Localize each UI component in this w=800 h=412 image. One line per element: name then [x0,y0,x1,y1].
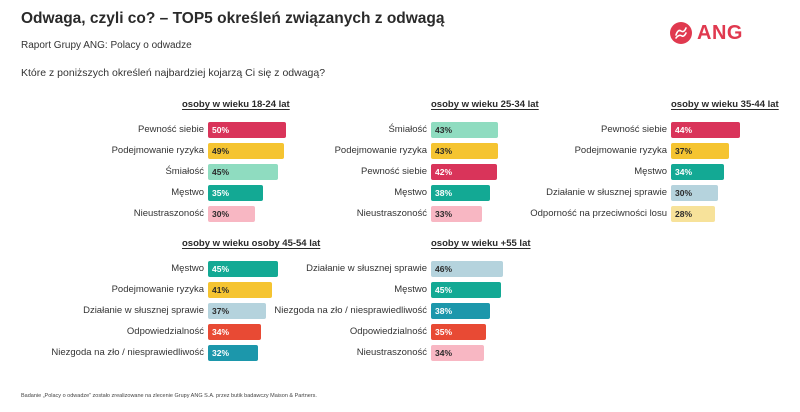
ang-logo-icon [670,22,692,44]
bar-value-label: 45% [212,264,230,274]
footnote: Badanie „Polacy o odwadze” zostało zreal… [21,393,317,399]
bar-value-label: 44% [675,125,693,135]
bar: 45% [431,282,502,298]
category-label: Podejmowanie ryzyka [111,284,204,295]
bar: 32% [208,345,258,361]
category-label: Odpowiedzialność [349,326,427,337]
bar: 30% [671,185,718,201]
bar: 38% [431,185,491,201]
category-label: Odpowiedzialność [126,326,204,337]
bar-value-label: 34% [435,348,453,358]
category-label: Podejmowanie ryzyka [111,145,204,156]
category-label: Niezgoda na zło / niesprawiedliwość [274,305,427,316]
bar: 34% [208,324,262,340]
category-label: Śmiałość [388,124,427,135]
category-label: Odporność na przeciwności losu [530,208,667,219]
chart-title: osoby w wieku +55 lat [431,238,531,249]
bar: 37% [671,143,729,159]
bar-value-label: 50% [212,125,230,135]
bar: 46% [431,261,503,277]
bar-value-label: 49% [212,146,230,156]
bar: 34% [671,164,725,180]
bar-value-label: 38% [435,306,453,316]
category-label: Męstwo [171,187,204,198]
bar-value-label: 33% [435,209,453,219]
category-label: Niezgoda na zło / niesprawiedliwość [51,347,204,358]
category-label: Śmiałość [165,166,204,177]
bar: 35% [431,324,486,340]
category-label: Pewność siebie [600,124,667,135]
bar-value-label: 45% [435,285,453,295]
category-label: Działanie w słusznej sprawie [306,263,427,274]
bar-value-label: 35% [212,188,230,198]
bar-value-label: 28% [675,209,693,219]
category-label: Męstwo [171,263,204,274]
survey-question: Które z poniższych określeń najbardziej … [21,67,326,79]
bar: 33% [431,206,483,222]
bar-value-label: 37% [212,306,230,316]
category-label: Podejmowanie ryzyka [334,145,427,156]
bar: 42% [431,164,497,180]
chart-title: osoby w wieku osoby 45-54 lat [182,238,321,249]
bar-value-label: 38% [435,188,453,198]
bar-value-label: 37% [675,146,693,156]
bar-value-label: 43% [435,125,453,135]
bar: 43% [431,122,499,138]
category-label: Pewność siebie [137,124,204,135]
bar: 34% [431,345,485,361]
bar: 44% [671,122,740,138]
bar-value-label: 30% [212,209,230,219]
category-label: Podejmowanie ryzyka [574,145,667,156]
bar: 28% [671,206,715,222]
category-label: Działanie w słusznej sprawie [546,187,667,198]
bar-value-label: 34% [212,327,230,337]
chart-title: osoby w wieku 18-24 lat [182,99,290,110]
bar: 30% [208,206,255,222]
ang-logo: ANG [670,22,743,44]
page-title: Odwaga, czyli co? – TOP5 określeń związa… [21,10,445,27]
category-label: Działanie w słusznej sprawie [83,305,204,316]
category-label: Nieustraszoność [356,347,427,358]
chart-title: osoby w wieku 35-44 lat [671,99,779,110]
bar-value-label: 41% [212,285,230,295]
bar-value-label: 45% [212,167,230,177]
ang-logo-text: ANG [697,21,743,44]
bar: 45% [208,261,279,277]
bar: 37% [208,303,266,319]
bar-value-label: 42% [435,167,453,177]
bar-value-label: 34% [675,167,693,177]
report-subtitle: Raport Grupy ANG: Polacy o odwadze [21,40,192,51]
category-label: Nieustraszoność [356,208,427,219]
chart-title: osoby w wieku 25-34 lat [431,99,539,110]
bar: 38% [431,303,491,319]
category-label: Męstwo [394,284,427,295]
bar-value-label: 43% [435,146,453,156]
bar: 45% [208,164,279,180]
category-label: Nieustraszoność [133,208,204,219]
bar: 43% [431,143,499,159]
bar-value-label: 35% [435,327,453,337]
category-label: Męstwo [634,166,667,177]
bar: 35% [208,185,263,201]
bar: 49% [208,143,285,159]
category-label: Pewność siebie [360,166,427,177]
category-label: Męstwo [394,187,427,198]
bar-value-label: 32% [212,348,230,358]
bar-value-label: 30% [675,188,693,198]
bar: 41% [208,282,272,298]
bar: 50% [208,122,286,138]
bar-value-label: 46% [435,264,453,274]
